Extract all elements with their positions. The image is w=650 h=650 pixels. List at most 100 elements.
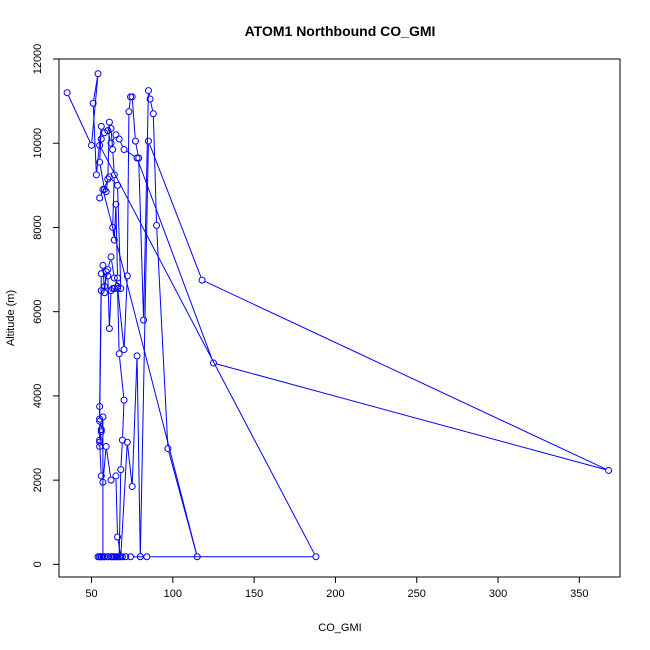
data-point [110, 553, 118, 561]
data-point [123, 438, 131, 446]
data-point [133, 352, 141, 360]
series-segment [99, 129, 102, 159]
data-point [114, 181, 122, 189]
series-segment [93, 77, 98, 100]
data-point [97, 426, 105, 434]
series-segment [216, 363, 606, 471]
series-segment [106, 449, 112, 477]
series-segment [131, 359, 138, 483]
data-point [96, 194, 104, 202]
data-point [99, 478, 107, 486]
data-point [96, 553, 104, 561]
data-point [107, 139, 115, 147]
series-segment [109, 294, 112, 326]
data-point [89, 99, 97, 107]
data-point [96, 402, 104, 410]
series-segment [92, 106, 97, 172]
data-point [122, 553, 130, 561]
data-point [125, 108, 133, 116]
series-segment [120, 141, 124, 147]
series-segment [149, 144, 202, 278]
data-point [115, 350, 123, 358]
series-segment [108, 133, 111, 140]
data-point [114, 274, 122, 282]
series-segment [111, 260, 115, 275]
data-point [97, 270, 105, 278]
data-point [123, 272, 131, 280]
series-segment [131, 100, 136, 138]
y-tick-label: 2000 [32, 468, 44, 492]
data-point [127, 553, 135, 561]
data-point [105, 173, 113, 181]
y-tick-label: 12000 [32, 44, 44, 75]
data-point [104, 266, 112, 274]
y-tick-label: 6000 [32, 299, 44, 323]
data-point [102, 442, 110, 450]
data-point [96, 442, 104, 450]
data-point [101, 553, 109, 561]
data-point [96, 417, 104, 425]
series-segment [108, 260, 111, 267]
data-point [114, 533, 122, 541]
data-point [97, 472, 105, 480]
data-point [88, 141, 96, 149]
data-point [92, 171, 100, 179]
data-point [120, 146, 128, 154]
data-point [136, 553, 144, 561]
data-point [105, 325, 113, 333]
series-segment [115, 479, 118, 534]
x-tick-label: 200 [326, 588, 344, 600]
x-tick-label: 50 [85, 588, 97, 600]
x-tick-label: 150 [245, 588, 263, 600]
series-segment [150, 102, 154, 111]
series-segment [126, 151, 135, 157]
data-point [112, 200, 120, 208]
data-point [131, 137, 139, 145]
series-segment [112, 153, 115, 172]
series-segment [99, 294, 102, 418]
data-point [312, 553, 320, 561]
series-segment [128, 100, 131, 109]
series-segment [139, 144, 149, 554]
series-segment [100, 148, 315, 554]
data-point [109, 223, 117, 231]
series-segment [205, 281, 606, 470]
data-point [110, 236, 118, 244]
data-point [115, 135, 123, 143]
series-segment [138, 161, 144, 317]
plot-frame [58, 58, 621, 578]
data-point [101, 129, 109, 137]
data-point [133, 154, 141, 162]
series-segment [107, 279, 110, 326]
series-segment [152, 117, 157, 222]
data-point [96, 141, 104, 149]
series-segment [117, 188, 122, 286]
series-segment [156, 228, 169, 446]
data-point [164, 445, 172, 453]
data-point [153, 221, 161, 229]
data-point [110, 274, 118, 282]
series-segment [112, 137, 115, 141]
data-point [107, 476, 115, 484]
data-point [105, 118, 113, 126]
series-segment [136, 359, 141, 554]
data-point [107, 287, 115, 295]
y-tick-label: 4000 [32, 384, 44, 408]
x-axis: 50 100 150 200 250 300 350 [85, 576, 589, 600]
data-point [104, 553, 112, 561]
series-segment [120, 445, 128, 554]
data-point [104, 175, 112, 183]
series-segment [91, 77, 99, 142]
series-segment [99, 445, 102, 473]
data-point [97, 287, 105, 295]
series-segment [123, 279, 128, 347]
series-segment [99, 165, 105, 187]
series-segment [111, 179, 116, 184]
data-point [99, 186, 107, 194]
data-point [96, 438, 104, 446]
data-point [117, 466, 125, 474]
series-segment [117, 540, 121, 554]
y-tick-label: 8000 [32, 215, 44, 239]
data-point [209, 359, 217, 367]
